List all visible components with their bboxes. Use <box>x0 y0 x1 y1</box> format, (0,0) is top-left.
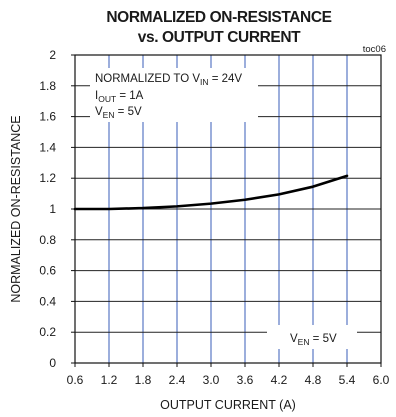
curve-label-value: = 5V <box>309 333 337 345</box>
y-tick-label: 0 <box>49 356 56 370</box>
curve-label-subscript: EN <box>298 337 310 347</box>
y-tick-label: 0.8 <box>39 233 56 247</box>
x-tick-label: 4.2 <box>271 373 288 387</box>
note-background <box>90 68 258 122</box>
curve-label-main: V <box>290 333 298 345</box>
y-tick-label: 2 <box>49 48 56 62</box>
y-tick-label: 0.6 <box>39 264 56 278</box>
x-tick-label: 3.0 <box>203 373 220 387</box>
x-tick-label: 4.8 <box>305 373 322 387</box>
y-tick-label: 1 <box>49 202 56 216</box>
y-tick-label: 1.8 <box>39 79 56 93</box>
x-tick-labels: 0.6 1.2 1.8 2.4 3.0 3.6 4.2 4.8 5.4 6.0 <box>67 373 390 387</box>
note-line-vin: NORMALIZED TO VIN = 24V <box>95 73 242 87</box>
grid <box>71 54 382 367</box>
series-layer <box>73 174 349 211</box>
note-vin-text: NORMALIZED TO V <box>95 73 200 85</box>
curve-label-background <box>267 325 357 349</box>
note-line-iout: IOUT = 1A <box>95 90 144 104</box>
x-tick-label: 5.4 <box>339 373 356 387</box>
note-ven-subscript: EN <box>103 110 115 120</box>
y-axis-label: NORMALIZED ON-RESISTANCE <box>9 115 23 302</box>
note-line-ven: VEN = 5V <box>95 106 142 120</box>
note-ven-text: V <box>95 106 103 118</box>
x-tick-label: 2.4 <box>169 373 186 387</box>
x-tick-label: 3.6 <box>237 373 254 387</box>
chart-title-line2: vs. OUTPUT CURRENT <box>138 29 301 46</box>
chart-title-line1: NORMALIZED ON-RESISTANCE <box>106 9 331 26</box>
y-tick-label: 0.4 <box>39 294 56 308</box>
normalization-note: NORMALIZED TO VIN = 24V IOUT = 1A VEN = … <box>90 68 258 122</box>
note-iout-value: = 1A <box>116 90 144 102</box>
y-tick-label: 1.2 <box>39 171 56 185</box>
x-tick-label: 1.2 <box>101 373 118 387</box>
note-iout-subscript: OUT <box>98 94 116 104</box>
note-vin-value: = 24V <box>209 73 243 85</box>
x-axis-label: OUTPUT CURRENT (A) <box>160 398 296 412</box>
y-tick-label: 1.4 <box>39 140 56 154</box>
curve-label-text: VEN = 5V <box>290 333 337 347</box>
x-tick-label: 1.8 <box>135 373 152 387</box>
y-tick-label: 1.6 <box>39 110 56 124</box>
x-tick-label: 6.0 <box>373 373 390 387</box>
series-line <box>73 174 349 211</box>
x-tick-label: 0.6 <box>67 373 84 387</box>
y-tick-labels: 0 0.2 0.4 0.6 0.8 1 1.2 1.4 1.6 1.8 2 <box>39 48 56 370</box>
y-tick-label: 0.2 <box>39 325 56 339</box>
note-ven-value: = 5V <box>114 106 142 118</box>
note-iout-text: I <box>95 90 98 102</box>
chart-reference: toc06 <box>363 44 386 55</box>
note-vin-subscript: IN <box>200 77 209 87</box>
curve-label: VEN = 5V <box>267 325 357 349</box>
